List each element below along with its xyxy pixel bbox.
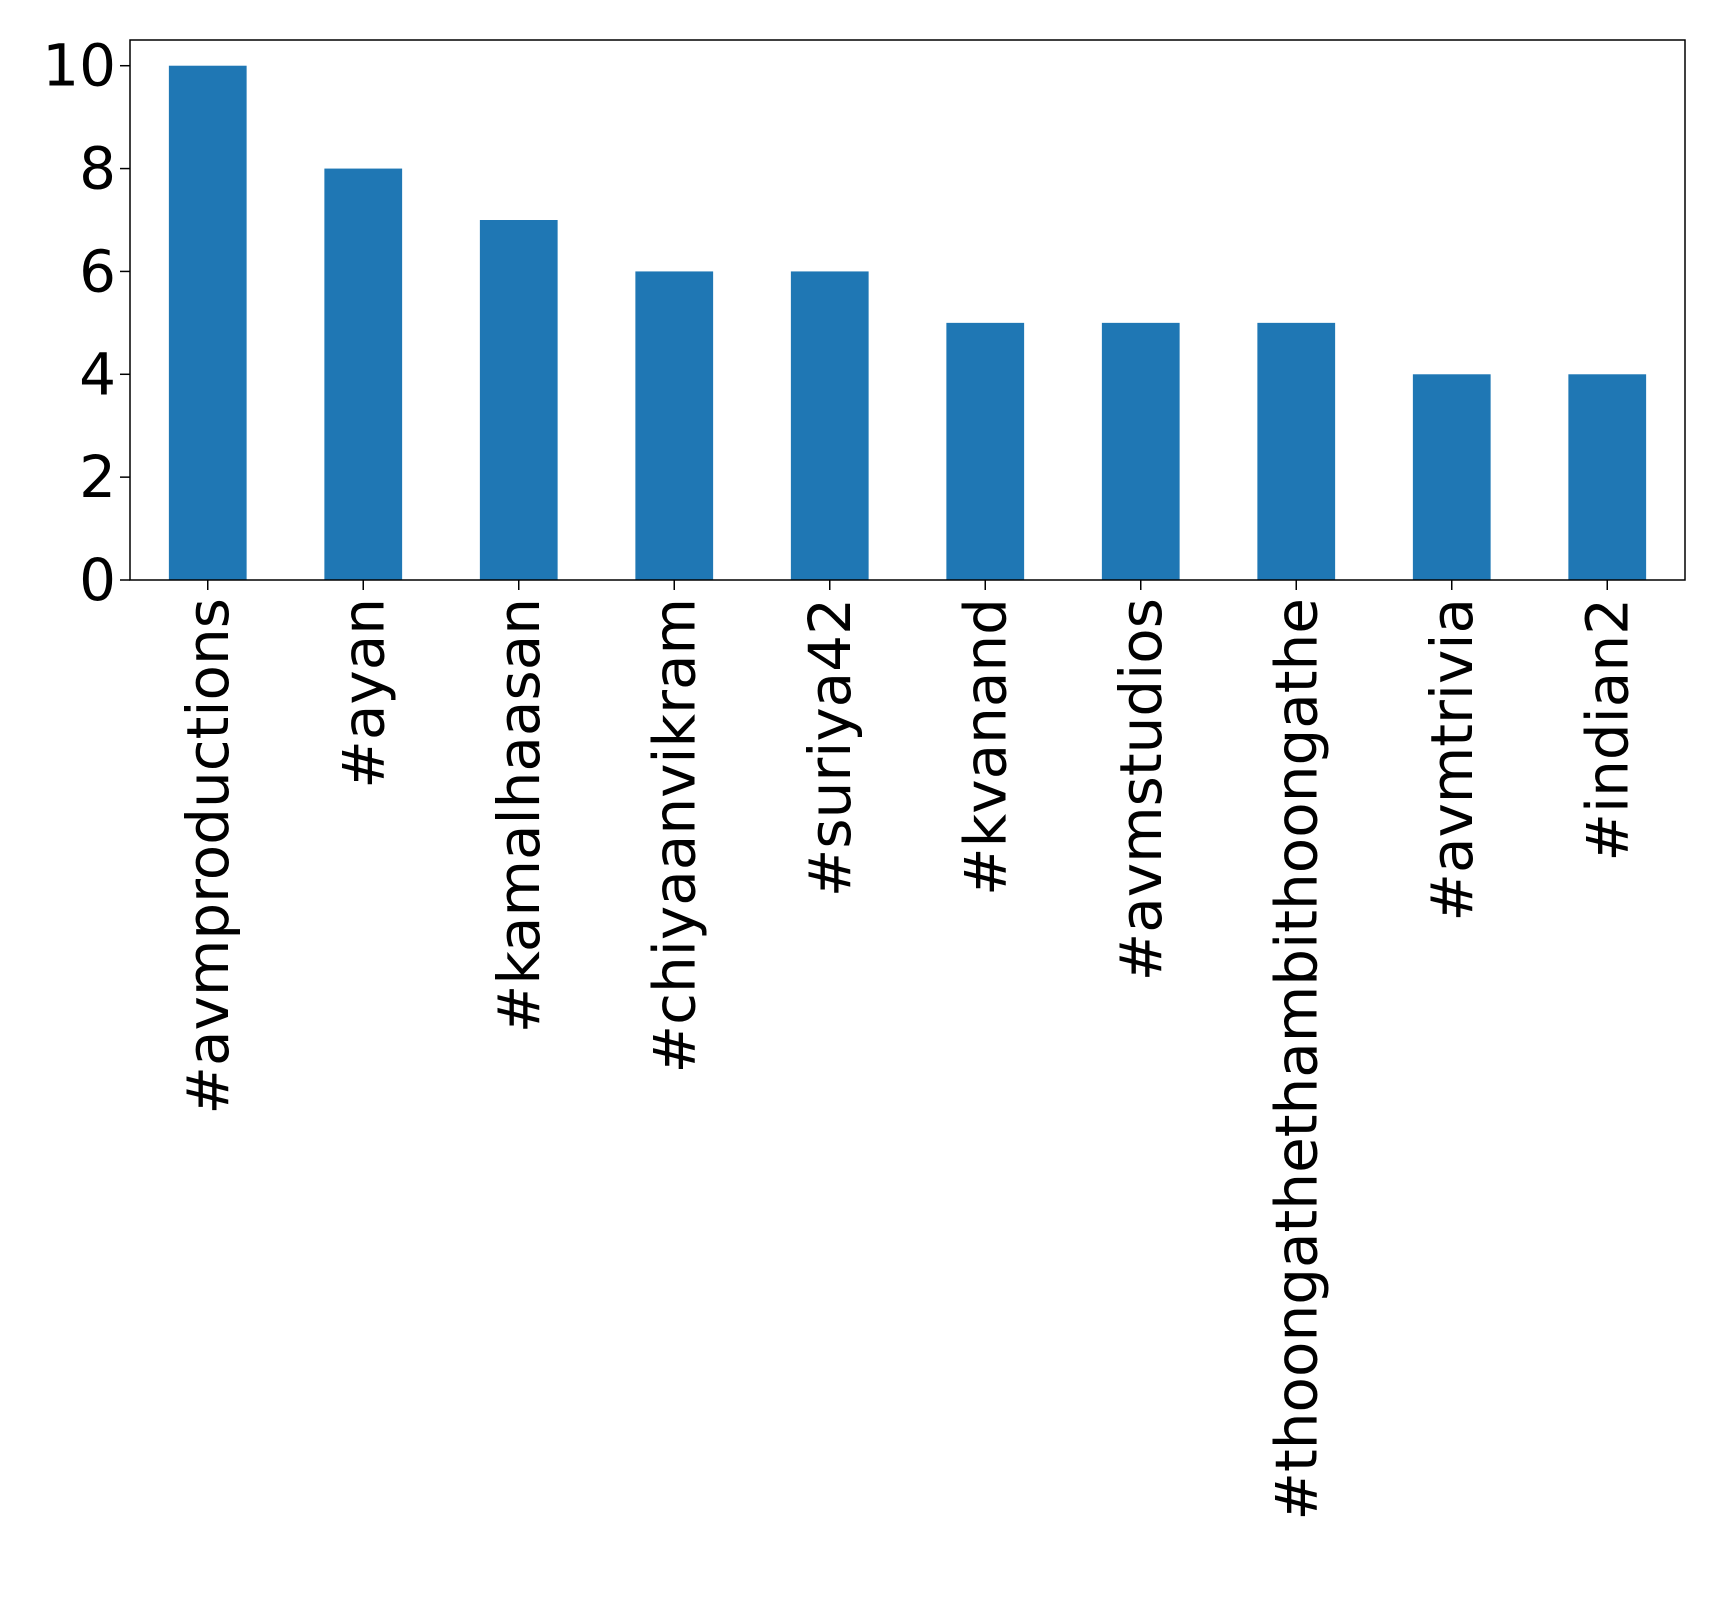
bar-chiyaanvikram [635,271,714,580]
y-tick-label: 6 [79,237,116,305]
y-tick-label: 8 [79,135,116,203]
bar-thoongathethambithoongathe [1257,322,1336,580]
bar-avmstudios [1101,322,1180,580]
bar-avmtrivia [1412,374,1491,580]
x-tick-label: #avmproductions [174,598,242,1115]
bar-kamalhaasan [479,220,558,580]
x-tick-label: #kvanand [951,598,1019,896]
bars-layer [168,65,1647,581]
y-axis: 0 2 4 6 8 10 [42,32,130,614]
x-tick-label: #avmstudios [1107,598,1175,981]
x-tick-label: #chiyaanvikram [640,598,708,1073]
x-tick-label: #suriya42 [796,598,864,897]
bar-suriya42 [790,271,869,580]
bar-indian2 [1568,374,1647,580]
x-tick-label: #thoongathethambithoongathe [1262,598,1330,1521]
y-tick-label: 0 [79,546,116,614]
x-tick-label: #indian2 [1573,598,1641,862]
x-tick-label: #kamalhaasan [485,598,553,1033]
bar-avmproductions [168,65,247,580]
y-tick-label: 4 [79,340,116,408]
x-tick-label: #ayan [329,598,397,789]
y-tick-label: 10 [42,32,116,100]
x-axis: #avmproductions #ayan #kamalhaasan #chiyaan… [174,580,1641,1521]
y-tick-label: 2 [79,443,116,511]
plot-frame [129,39,1686,581]
x-tick-label: #avmtrivia [1418,598,1486,922]
bar-ayan [324,168,403,581]
bar-kvanand [946,322,1025,580]
